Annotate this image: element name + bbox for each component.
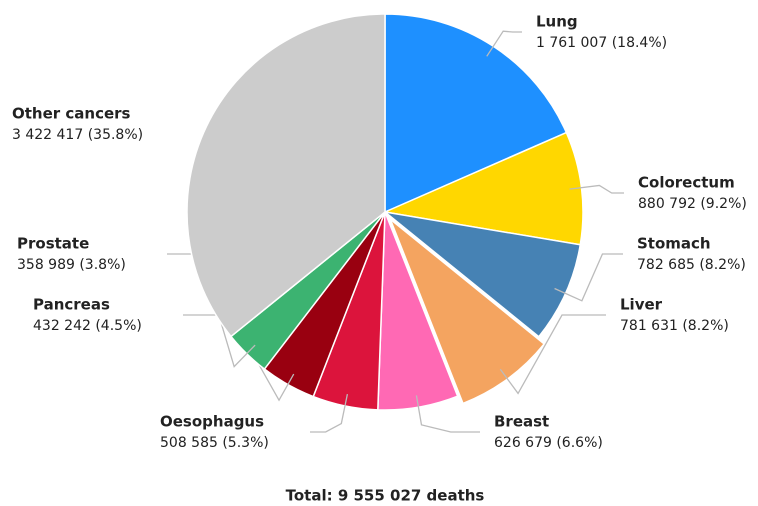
slice-name: Liver: [620, 296, 663, 314]
slice-name: Other cancers: [12, 105, 131, 123]
slice-value-label: 626 679 (6.6%): [494, 435, 603, 451]
slice-value-label: 1 761 007 (18.4%): [536, 35, 667, 51]
leader-line: [569, 184, 624, 194]
leader-line: [415, 395, 480, 433]
slice-value-label: 781 631 (8.2%): [620, 318, 729, 334]
slice-value-label: 3 422 417 (35.8%): [12, 127, 143, 143]
chart-footer: Total: 9 555 027 deaths: [286, 487, 485, 505]
slice-value-label: 508 585 (5.3%): [160, 435, 269, 451]
slice-name: Oesophagus: [160, 413, 264, 431]
leader-line: [499, 314, 606, 395]
slice-name: Pancreas: [33, 296, 110, 314]
slice-value-label: 432 242 (4.5%): [33, 318, 142, 334]
slice-name: Colorectum: [638, 174, 735, 192]
slice-value-label: 880 792 (9.2%): [638, 196, 747, 212]
leader-line: [554, 253, 623, 302]
pie-slice: [186, 13, 386, 338]
slice-value-label: 782 685 (8.2%): [637, 257, 746, 273]
leader-line: [486, 30, 522, 57]
slice-name: Lung: [536, 13, 578, 31]
slice-value-label: 358 989 (3.8%): [17, 257, 126, 273]
slice-name: Stomach: [637, 235, 711, 253]
leader-line: [310, 394, 349, 433]
slice-name: Prostate: [17, 235, 89, 253]
slice-name: Breast: [494, 413, 549, 431]
